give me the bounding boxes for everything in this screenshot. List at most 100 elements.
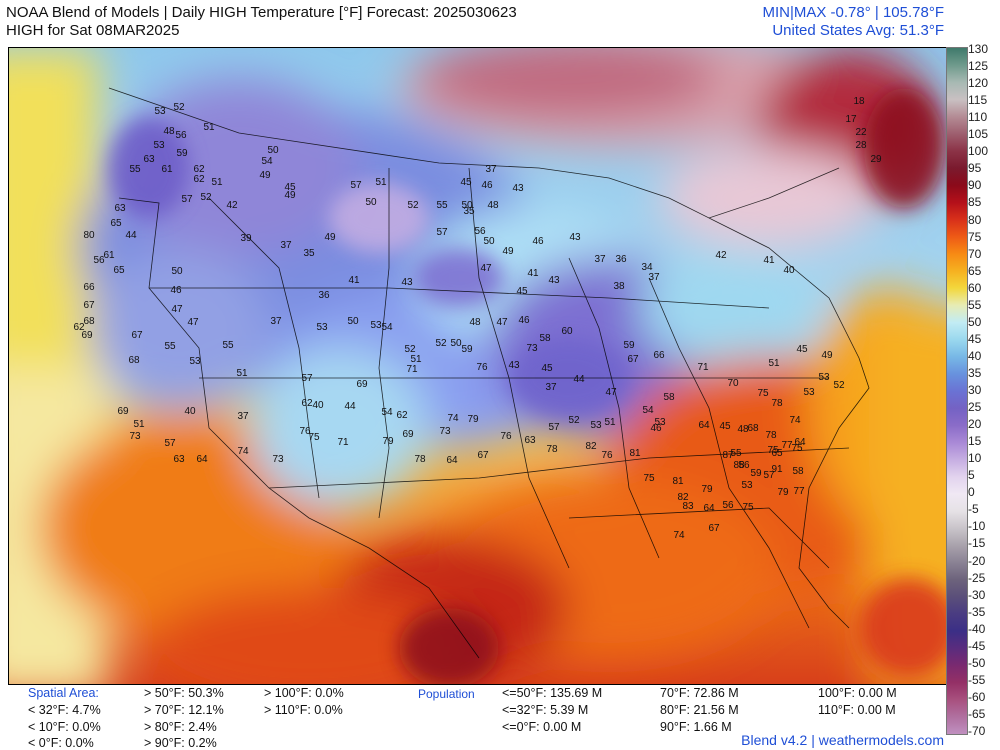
valid-time-subtitle: HIGH for Sat 08MAR2025 bbox=[6, 22, 180, 39]
temperature-value: 53 bbox=[189, 356, 201, 367]
temperature-value: 29 bbox=[870, 154, 882, 165]
temperature-value: 59 bbox=[176, 148, 188, 159]
temperature-value: 55 bbox=[164, 341, 176, 352]
temperature-value: 88 bbox=[733, 460, 745, 471]
pop-100: 100°F: 0.00 M bbox=[818, 686, 897, 700]
pop-90: 90°F: 1.66 M bbox=[660, 720, 732, 734]
temperature-value: 68 bbox=[747, 423, 759, 434]
colorbar-tick: -50 bbox=[968, 655, 986, 670]
temperature-value: 51 bbox=[236, 368, 248, 379]
temperature-value: 37 bbox=[545, 382, 557, 393]
temperature-field bbox=[9, 48, 947, 684]
temperature-value: 69 bbox=[356, 379, 368, 390]
temperature-value: 67 bbox=[131, 330, 143, 341]
colorbar-tick: 75 bbox=[968, 229, 982, 244]
colorbar-tick: -10 bbox=[968, 519, 986, 534]
temperature-value: 46 bbox=[650, 423, 662, 434]
colorbar-tick: 120 bbox=[968, 76, 989, 91]
temperature-value: 48 bbox=[737, 424, 749, 435]
temperature-value: 41 bbox=[527, 268, 539, 279]
temperature-value: 56 bbox=[738, 460, 750, 471]
temperature-value: 36 bbox=[615, 254, 627, 265]
temperature-value: 50 bbox=[450, 338, 462, 349]
temperature-value: 52 bbox=[404, 344, 416, 355]
temperature-value: 79 bbox=[777, 487, 789, 498]
temperature-value: 70 bbox=[727, 378, 739, 389]
temperature-value: 83 bbox=[682, 501, 694, 512]
temperature-value: 75 bbox=[757, 388, 769, 399]
stat-lt0: < 0°F: 0.0% bbox=[28, 736, 94, 750]
temperature-value: 53 bbox=[741, 480, 753, 491]
colorbar-tick: 80 bbox=[968, 212, 982, 227]
temperature-value: 18 bbox=[853, 96, 865, 107]
colorbar-tick: -35 bbox=[968, 604, 986, 619]
temperature-value: 66 bbox=[83, 282, 95, 293]
colorbar-tick: 50 bbox=[968, 314, 982, 329]
temperature-value: 62 bbox=[301, 398, 313, 409]
temperature-value: 69 bbox=[81, 330, 93, 341]
min-max-readout: MIN|MAX -0.78° | 105.78°F bbox=[762, 4, 944, 21]
temperature-value: 56 bbox=[93, 255, 105, 266]
stat-gt110: > 110°F: 0.0% bbox=[264, 703, 343, 717]
temperature-colorbar bbox=[946, 47, 968, 735]
colorbar-tick: 25 bbox=[968, 400, 982, 415]
temperature-value: 17 bbox=[845, 114, 857, 125]
temperature-value: 73 bbox=[526, 343, 538, 354]
temperature-value: 55 bbox=[222, 340, 234, 351]
temperature-value: 75 bbox=[742, 502, 754, 513]
stat-lt32: < 32°F: 4.7% bbox=[28, 703, 101, 717]
temperature-map: 52 53 48 51 56 53 50 59 63 61 62 62 55 54 51 63 65 57 52 49… bbox=[8, 47, 948, 685]
colorbar-tick: 55 bbox=[968, 297, 982, 312]
temperature-value: 65 bbox=[110, 218, 122, 229]
temperature-value: 74 bbox=[237, 446, 249, 457]
temperature-value: 48 bbox=[487, 200, 499, 211]
temperature-value: 50 bbox=[461, 200, 473, 211]
colorbar-tick: 70 bbox=[968, 246, 982, 261]
temperature-value: 44 bbox=[344, 401, 356, 412]
temperature-value: 46 bbox=[518, 315, 530, 326]
temperature-value: 43 bbox=[508, 360, 520, 371]
temperature-value: 75 bbox=[308, 432, 320, 443]
temperature-value: 37 bbox=[280, 240, 292, 251]
temperature-value: 51 bbox=[133, 419, 145, 430]
temperature-value: 81 bbox=[672, 476, 684, 487]
temperature-value: 50 bbox=[347, 316, 359, 327]
temperature-value: 49 bbox=[324, 232, 336, 243]
temperature-value: 51 bbox=[410, 354, 422, 365]
temperature-value: 54 bbox=[381, 322, 393, 333]
temperature-value: 78 bbox=[414, 454, 426, 465]
temperature-value: 69 bbox=[117, 406, 129, 417]
temperature-value: 68 bbox=[83, 316, 95, 327]
temperature-value: 57 bbox=[164, 438, 176, 449]
temperature-value: 53 bbox=[818, 372, 830, 383]
temperature-value: 45 bbox=[284, 182, 296, 193]
population-label: Population bbox=[418, 687, 475, 701]
temperature-value: 44 bbox=[125, 230, 137, 241]
footer-credit: Blend v4.2 | weathermodels.com bbox=[741, 732, 944, 748]
temperature-value: 64 bbox=[794, 437, 806, 448]
colorbar-tick: 130 bbox=[968, 42, 989, 56]
temperature-value: 45 bbox=[516, 286, 528, 297]
temperature-value: 22 bbox=[855, 127, 867, 138]
temperature-value: 58 bbox=[539, 333, 551, 344]
temperature-value: 54 bbox=[642, 405, 654, 416]
colorbar-tick: 125 bbox=[968, 59, 989, 74]
temperature-value: 37 bbox=[270, 316, 282, 327]
temperature-value: 35 bbox=[463, 206, 475, 217]
temperature-value: 53 bbox=[654, 417, 666, 428]
stat-gt90: > 90°F: 0.2% bbox=[144, 736, 217, 750]
temperature-value: 67 bbox=[477, 450, 489, 461]
temperature-value: 41 bbox=[348, 275, 360, 286]
temperature-value: 45 bbox=[541, 363, 553, 374]
temperature-value: 64 bbox=[703, 503, 715, 514]
temperature-value: 87 bbox=[722, 450, 734, 461]
colorbar-tick: 45 bbox=[968, 331, 982, 346]
temperature-value: 51 bbox=[604, 417, 616, 428]
temperature-value: 57 bbox=[181, 194, 193, 205]
temperature-value: 69 bbox=[402, 429, 414, 440]
temperature-value: 53 bbox=[803, 387, 815, 398]
temperature-value: 56 bbox=[175, 130, 187, 141]
temperature-value: 63 bbox=[143, 154, 155, 165]
pop-110: 110°F: 0.00 M bbox=[818, 703, 896, 717]
temperature-value: 37 bbox=[485, 164, 497, 175]
